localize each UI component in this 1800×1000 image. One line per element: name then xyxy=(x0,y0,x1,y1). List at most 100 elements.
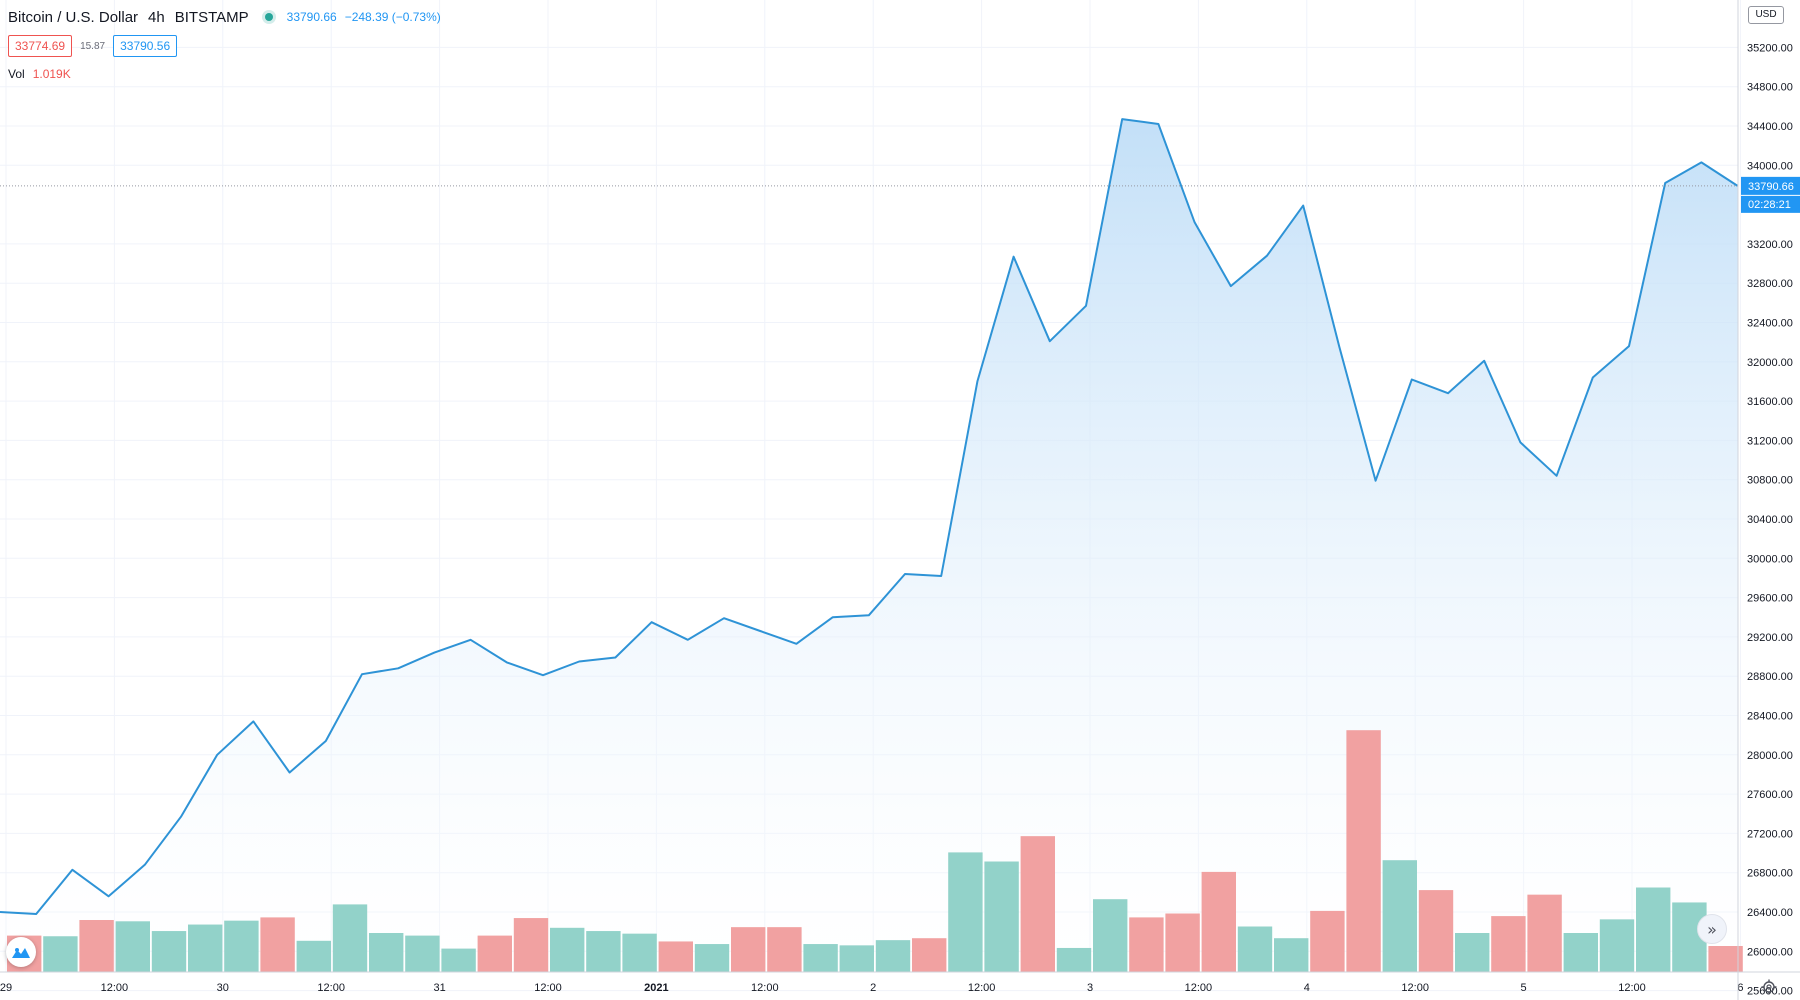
buy-price-button[interactable]: 33790.56 xyxy=(113,35,178,57)
volume-bar xyxy=(1129,917,1164,972)
y-tick-label: 26800.00 xyxy=(1747,868,1793,880)
y-tick-label: 30400.00 xyxy=(1747,514,1793,526)
y-tick-label: 30000.00 xyxy=(1747,553,1793,565)
volume-bar xyxy=(803,944,838,972)
price-area-fill xyxy=(0,119,1738,973)
scroll-to-realtime-button[interactable]: » xyxy=(1697,914,1727,944)
volume-label: Vol xyxy=(8,67,25,81)
last-price-tag-label: 33790.66 xyxy=(1748,181,1794,193)
y-tick-label: 26000.00 xyxy=(1747,946,1793,958)
price-area xyxy=(0,119,1738,973)
volume-bar xyxy=(622,933,657,972)
volume-bar xyxy=(1020,836,1055,972)
spread-value: 15.87 xyxy=(80,40,106,52)
volume-bar xyxy=(260,917,295,972)
x-tick-label: 12:00 xyxy=(1401,982,1429,994)
price-line-series xyxy=(0,118,1739,915)
volume-bar xyxy=(1382,860,1417,972)
volume-bar xyxy=(875,940,911,972)
y-tick-label: 28800.00 xyxy=(1747,671,1793,683)
volume-bar xyxy=(1563,933,1598,972)
volume-bar xyxy=(188,924,223,972)
volume-bars xyxy=(7,730,1743,972)
volume-bar xyxy=(1636,887,1671,972)
tradingview-logo-icon[interactable] xyxy=(6,937,36,967)
x-tick-label: 12:00 xyxy=(968,982,996,994)
price-line xyxy=(0,118,1739,915)
settings-gear-icon[interactable] xyxy=(1760,978,1778,996)
volume-bar xyxy=(984,861,1019,972)
interval-label[interactable]: 4h xyxy=(148,8,165,26)
x-tick-label: 12:00 xyxy=(1618,982,1646,994)
x-tick-label: 6 xyxy=(1737,982,1743,994)
x-tick-label: 12:00 xyxy=(751,982,779,994)
last-price: 33790.66 xyxy=(286,10,337,24)
volume-bar xyxy=(369,933,404,972)
volume-bar xyxy=(296,940,331,972)
currency-button[interactable]: USD xyxy=(1748,6,1784,24)
volume-bar xyxy=(1093,899,1128,972)
volume-legend[interactable]: Vol 1.019K xyxy=(8,66,441,82)
volume-value: 1.019K xyxy=(32,67,71,81)
volume-bar xyxy=(948,852,983,972)
volume-bar xyxy=(477,935,512,972)
chart-legend: Bitcoin / U.S. Dollar 4h BITSTAMP 33790.… xyxy=(8,6,441,82)
volume-bar xyxy=(1201,871,1236,972)
volume-bar xyxy=(586,931,621,972)
volume-bar xyxy=(1056,947,1092,972)
y-tick-label: 32000.00 xyxy=(1747,357,1793,369)
y-tick-label: 29200.00 xyxy=(1747,632,1793,644)
y-tick-label: 34800.00 xyxy=(1747,82,1793,94)
volume-bar xyxy=(441,948,476,972)
y-tick-label: 27600.00 xyxy=(1747,789,1793,801)
y-tick-label: 31600.00 xyxy=(1747,396,1793,408)
y-tick-label: 27200.00 xyxy=(1747,828,1793,840)
volume-bar xyxy=(912,938,947,972)
last-price-tag xyxy=(1741,176,1800,195)
y-tick-label: 34000.00 xyxy=(1747,160,1793,172)
volume-bar xyxy=(1346,730,1381,972)
market-open-icon xyxy=(264,13,273,21)
volume-bar xyxy=(1491,916,1526,972)
volume-bar xyxy=(1274,938,1309,972)
y-tick-label: 28000.00 xyxy=(1747,750,1793,762)
y-tick-label: 34400.00 xyxy=(1747,121,1793,133)
volume-bar xyxy=(1455,933,1490,972)
x-tick-label: 12:00 xyxy=(1185,982,1213,994)
volume-bar xyxy=(1165,913,1200,972)
y-tick-label: 28400.00 xyxy=(1747,711,1793,723)
volume-bar xyxy=(1310,910,1345,972)
symbol-title[interactable]: Bitcoin / U.S. Dollar xyxy=(8,8,139,26)
volume-bar xyxy=(405,935,440,972)
countdown-tag xyxy=(1741,195,1800,213)
double-chevron-right-icon: » xyxy=(1707,919,1717,939)
y-tick-label: 29600.00 xyxy=(1747,593,1793,605)
volume-bar xyxy=(151,931,187,972)
countdown-tag-label: 02:28:21 xyxy=(1748,199,1791,211)
y-tick-label: 32400.00 xyxy=(1747,318,1793,330)
volume-bar xyxy=(43,936,78,972)
price-change: −248.39 (−0.73%) xyxy=(344,10,441,24)
volume-bar xyxy=(1527,894,1562,972)
volume-bar xyxy=(115,921,150,972)
x-tick-label: 31 xyxy=(433,982,445,994)
volume-bar xyxy=(332,904,368,972)
y-tick-label: 31200.00 xyxy=(1747,435,1793,447)
volume-bar xyxy=(224,920,259,972)
x-tick-label: 12:00 xyxy=(317,982,345,994)
volume-bar xyxy=(1418,890,1454,972)
volume-bar xyxy=(513,918,549,972)
volume-bar xyxy=(767,927,802,972)
y-tick-label: 32800.00 xyxy=(1747,278,1793,290)
volume-bar xyxy=(839,945,874,972)
volume-bar xyxy=(731,927,766,972)
y-tick-label: 33200.00 xyxy=(1747,239,1793,251)
sell-price-button[interactable]: 33774.69 xyxy=(8,35,73,57)
y-tick-label: 30800.00 xyxy=(1747,475,1793,487)
x-tick-label: 2021 xyxy=(644,982,668,994)
volume-bar xyxy=(550,927,585,972)
x-tick-label: 12:00 xyxy=(534,982,562,994)
x-tick-label: 30 xyxy=(217,982,229,994)
